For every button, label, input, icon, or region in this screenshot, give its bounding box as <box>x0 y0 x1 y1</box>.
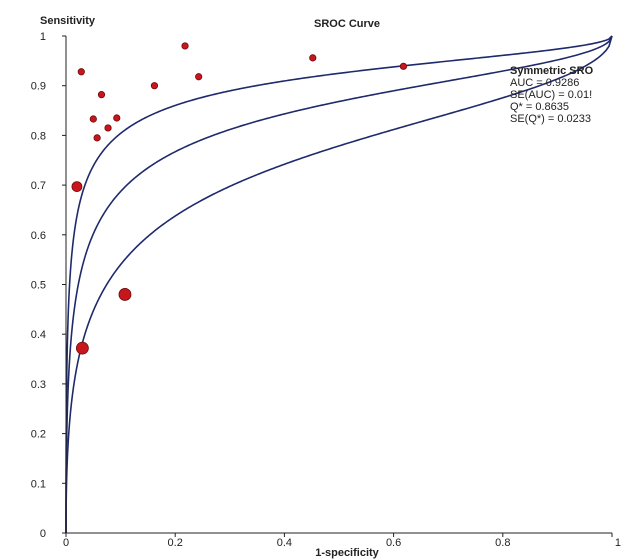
y-tick-label: 0.2 <box>31 429 46 441</box>
y-tick-label: 0.4 <box>31 329 46 341</box>
y-tick-label: 0.9 <box>31 81 46 93</box>
study-point <box>77 68 85 76</box>
annotation-q-star: Q* = 0.8635 <box>510 101 569 113</box>
sroc-curve-sroc <box>65 35 613 533</box>
axes-layer: 0 0.1 0.2 0.3 0.4 0.5 0.6 0.7 0.8 0.9 1 0 0.2 0.4 0.6 0… <box>31 31 621 549</box>
study-point <box>113 114 121 122</box>
study-point <box>309 54 317 62</box>
study-point <box>71 181 83 192</box>
y-tick-label: 0 <box>40 528 46 540</box>
x-tick-label: 0.4 <box>277 537 292 549</box>
x-tick-label: 1 <box>615 537 621 549</box>
y-tick-label: 0.3 <box>31 379 46 391</box>
sroc-curve-upper <box>65 35 613 533</box>
study-point <box>93 134 101 142</box>
x-tick-label: 0 <box>63 537 69 549</box>
study-point <box>195 73 203 81</box>
x-tick-label: 0.6 <box>386 537 401 549</box>
y-tick-label: 0.1 <box>31 478 46 490</box>
sroc-curve-lower <box>65 35 613 533</box>
study-point <box>399 62 408 70</box>
study-point <box>181 42 189 50</box>
points-layer <box>71 42 408 355</box>
annotation-se-q-star: SE(Q*) = 0.0233 <box>510 113 591 125</box>
y-tick-label: 0.6 <box>31 230 46 242</box>
y-tick-label: 1 <box>40 31 46 43</box>
study-point <box>118 288 132 301</box>
y-axis-label: Sensitivity <box>40 15 96 27</box>
stats-annotation: Symmetric SRO AUC = 0.9286 SE(AUC) = 0.0… <box>510 65 594 125</box>
y-tick-label: 0.8 <box>31 130 46 142</box>
chart-title: SROC Curve <box>314 18 380 30</box>
x-tick-label: 0.8 <box>495 537 510 549</box>
y-tick-label: 0.5 <box>31 280 46 292</box>
study-point <box>150 82 159 90</box>
study-point <box>104 124 112 132</box>
study-point <box>75 341 89 355</box>
study-point <box>89 115 97 123</box>
x-axis-label: 1-specificity <box>315 547 379 559</box>
curves-layer <box>65 35 613 533</box>
x-tick-label: 0.2 <box>168 537 183 549</box>
annotation-heading: Symmetric SRO <box>510 65 594 77</box>
annotation-auc: AUC = 0.9286 <box>510 77 579 89</box>
study-point <box>97 91 106 99</box>
y-tick-label: 0.7 <box>31 180 46 192</box>
annotation-se-auc: SE(AUC) = 0.01! <box>510 89 592 101</box>
